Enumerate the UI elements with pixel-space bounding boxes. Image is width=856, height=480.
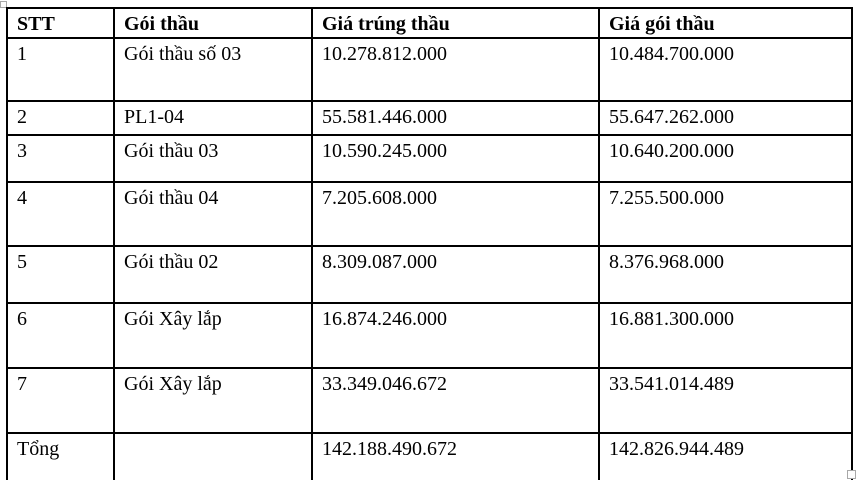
header-cell-package: Gói thầu: [113, 7, 313, 39]
cell-package-price: 7.255.500.000: [598, 181, 853, 247]
cell-stt: 4: [6, 181, 115, 247]
cell-package: Gói thầu 04: [113, 181, 313, 247]
total-label: Tổng: [6, 432, 115, 480]
cell-package-price: 55.647.262.000: [598, 100, 853, 136]
table-header-row: STT Gói thầu Giá trúng thầu Giá gói thầu: [6, 7, 853, 39]
cell-package: Gói Xây lắp: [113, 367, 313, 434]
cell-stt: 7: [6, 367, 115, 434]
table-row: 7 Gói Xây lắp 33.349.046.672 33.541.014.…: [6, 367, 853, 434]
total-row: Tổng 142.188.490.672 142.826.944.489: [6, 432, 853, 480]
tender-results-table: STT Gói thầu Giá trúng thầu Giá gói thầu…: [6, 7, 853, 480]
cell-winning-price: 16.874.246.000: [311, 302, 600, 369]
table-row: 4 Gói thầu 04 7.205.608.000 7.255.500.00…: [6, 181, 853, 247]
cell-package-price: 10.484.700.000: [598, 37, 853, 102]
total-cell-package-price: 142.826.944.489: [598, 432, 853, 480]
cell-stt: 5: [6, 245, 115, 304]
cell-package-price: 33.541.014.489: [598, 367, 853, 434]
cell-package-price: 10.640.200.000: [598, 134, 853, 183]
cell-winning-price: 10.590.245.000: [311, 134, 600, 183]
table-resize-handle[interactable]: [847, 470, 856, 479]
header-cell-stt: STT: [6, 7, 115, 39]
header-cell-package-price: Giá gói thầu: [598, 7, 853, 39]
cell-package: Gói thầu số 03: [113, 37, 313, 102]
cell-winning-price: 10.278.812.000: [311, 37, 600, 102]
table-row: 1 Gói thầu số 03 10.278.812.000 10.484.7…: [6, 37, 853, 102]
table-row: 3 Gói thầu 03 10.590.245.000 10.640.200.…: [6, 134, 853, 183]
total-cell-winning-price: 142.188.490.672: [311, 432, 600, 480]
cell-winning-price: 33.349.046.672: [311, 367, 600, 434]
table-row: 2 PL1-04 55.581.446.000 55.647.262.000: [6, 100, 853, 136]
table-move-handle[interactable]: [0, 1, 7, 8]
cell-stt: 6: [6, 302, 115, 369]
cell-package: Gói thầu 03: [113, 134, 313, 183]
cell-package: Gói Xây lắp: [113, 302, 313, 369]
total-cell-package: [113, 432, 313, 480]
cell-winning-price: 7.205.608.000: [311, 181, 600, 247]
cell-package: PL1-04: [113, 100, 313, 136]
table-row: 6 Gói Xây lắp 16.874.246.000 16.881.300.…: [6, 302, 853, 369]
cell-winning-price: 55.581.446.000: [311, 100, 600, 136]
cell-stt: 2: [6, 100, 115, 136]
cell-package-price: 16.881.300.000: [598, 302, 853, 369]
cell-package: Gói thầu 02: [113, 245, 313, 304]
cell-winning-price: 8.309.087.000: [311, 245, 600, 304]
cell-stt: 3: [6, 134, 115, 183]
cell-stt: 1: [6, 37, 115, 102]
header-cell-winning-price: Giá trúng thầu: [311, 7, 600, 39]
cell-package-price: 8.376.968.000: [598, 245, 853, 304]
table-row: 5 Gói thầu 02 8.309.087.000 8.376.968.00…: [6, 245, 853, 304]
